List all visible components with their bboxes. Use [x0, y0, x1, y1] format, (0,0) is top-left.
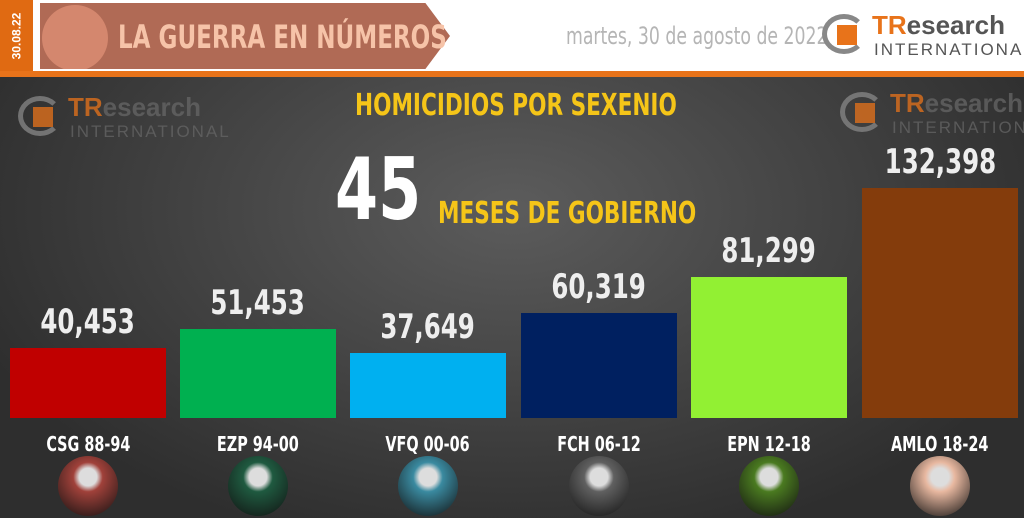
- tresearch-logo: TResearch INTERNATIONAL: [822, 10, 1024, 66]
- months-label: MESES DE GOBIERNO: [438, 196, 697, 231]
- date-text: martes, 30 de agosto de 2022: [566, 22, 828, 50]
- logo-sub: INTERNATIONAL: [892, 118, 1024, 137]
- logo-chart-icon: [18, 96, 62, 136]
- data-label: 51,453: [210, 282, 306, 323]
- banner: [40, 3, 450, 69]
- date-stamp: 30.08.22: [0, 0, 33, 71]
- logo-tr: TR: [890, 88, 925, 118]
- logo-esearch: esearch: [906, 10, 1005, 40]
- date-stamp-text: 30.08.22: [9, 12, 24, 59]
- president-photo: [910, 456, 970, 516]
- bar: [350, 352, 506, 418]
- chart-title: HOMICIDIOS POR SEXENIO: [355, 88, 677, 123]
- bar: [691, 276, 847, 418]
- logo-sub: INTERNATIONAL: [874, 40, 1024, 59]
- category-label: EZP 94-00: [217, 432, 299, 456]
- logo-tr: TR: [872, 10, 907, 40]
- president-photo: [398, 456, 458, 516]
- data-label: 60,319: [551, 267, 647, 308]
- category-label: EPN 12-18: [727, 432, 811, 456]
- logo-sub: INTERNATIONAL: [70, 122, 231, 141]
- category-label: CSG 88-94: [45, 432, 131, 456]
- category-label: AMLO 18-24: [891, 432, 989, 456]
- divider: [0, 71, 1024, 77]
- data-label: 37,649: [380, 306, 476, 347]
- bar: [10, 347, 166, 418]
- president-photo: [739, 456, 799, 516]
- president-photo: [228, 456, 288, 516]
- president-photo: [569, 456, 629, 516]
- president-photo: [58, 456, 118, 516]
- months-number: 45: [335, 140, 422, 240]
- chart-area: [0, 77, 1024, 518]
- bar: [521, 313, 677, 418]
- mexico-map-icon: [42, 5, 108, 69]
- logo-esearch: esearch: [102, 92, 201, 122]
- data-label: 81,299: [721, 230, 817, 271]
- logo-chart-icon: [822, 14, 866, 54]
- banner-title: LA GUERRA EN NÚMEROS: [118, 18, 447, 56]
- category-label: VFQ 00-06: [385, 432, 471, 456]
- bar: [862, 188, 1018, 418]
- logo-chart-icon: [840, 92, 884, 132]
- data-label: 132,398: [884, 142, 996, 182]
- data-label: 40,453: [40, 301, 136, 342]
- category-label: FCH 06-12: [557, 432, 641, 456]
- header: 30.08.22 LA GUERRA EN NÚMEROS martes, 30…: [0, 0, 1024, 71]
- logo-esearch: esearch: [924, 88, 1023, 118]
- logo-tr: TR: [68, 92, 103, 122]
- bar: [180, 328, 336, 418]
